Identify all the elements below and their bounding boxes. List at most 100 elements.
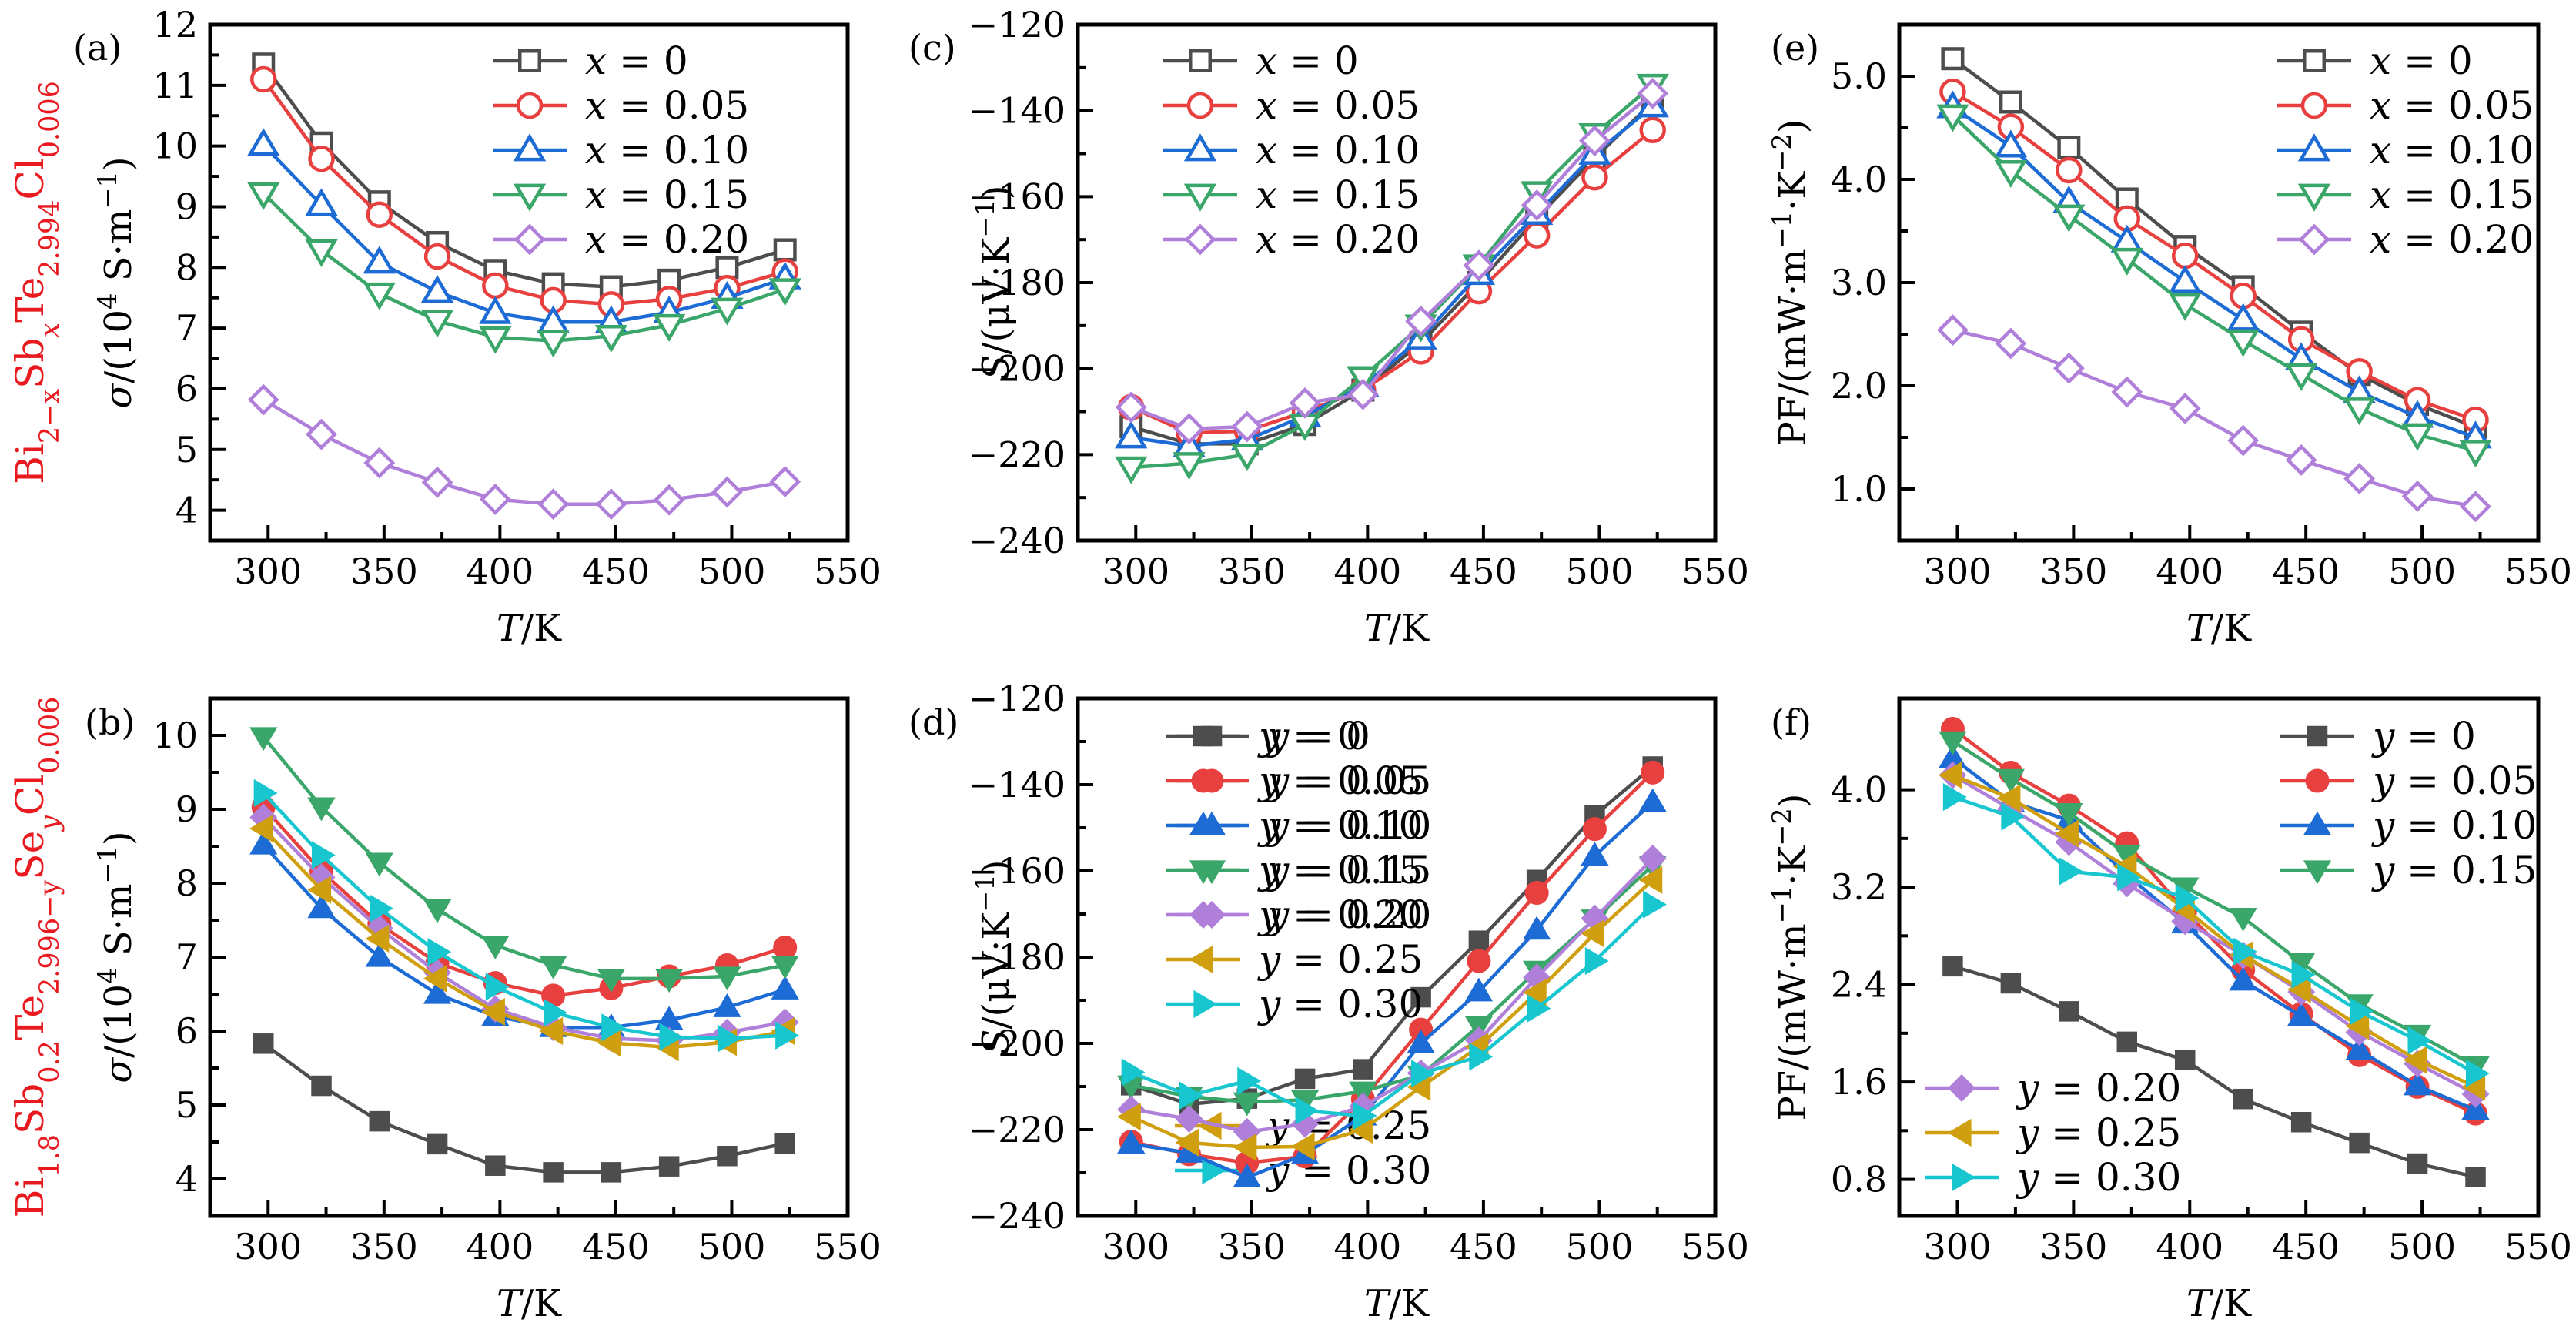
legend-entry: x = 0: [493, 39, 688, 83]
legend-marker: [1193, 989, 1218, 1019]
series-y-0: [1942, 956, 2486, 1187]
label-segment: /K: [521, 607, 562, 650]
data-point: [485, 973, 510, 1001]
x-tick-label: 450: [582, 1226, 650, 1267]
legend-var: y: [1266, 758, 1290, 803]
label-segment: x: [35, 323, 65, 338]
legend-value: 0.10: [664, 128, 749, 172]
data-point: [1579, 125, 1611, 157]
data-point: [768, 278, 801, 306]
data-point: [247, 182, 280, 210]
legend-entry: y = 0.30: [1925, 1155, 2181, 1200]
data-point: [1115, 456, 1148, 484]
panel-letter: (e): [1771, 27, 1819, 69]
data-point: [1995, 327, 2027, 360]
series-y-0.15: [249, 727, 799, 993]
data-point: [2343, 397, 2376, 426]
label-segment: T: [1364, 1282, 1391, 1325]
y-tick-label: −160: [969, 850, 1066, 892]
data-point: [2459, 440, 2492, 468]
series-line: [1130, 771, 1654, 1165]
panel-letter: (c): [908, 27, 956, 69]
legend-label: y = 0.15: [1266, 848, 1431, 892]
legend-equals: =: [2391, 83, 2448, 128]
legend-equals: =: [2391, 172, 2448, 217]
legend-marker: [1189, 901, 1217, 929]
data-point: [307, 876, 332, 904]
series-y-0: [253, 1033, 795, 1183]
legend-var: y: [2016, 1066, 2039, 1110]
legend-var: y: [1257, 892, 1281, 937]
y-tick-label: −120: [969, 678, 1066, 719]
legend-var: x: [2370, 172, 2391, 217]
data-point: [711, 297, 744, 326]
legend-value: 0.10: [1337, 803, 1423, 848]
legend-equals: =: [2039, 1110, 2096, 1155]
label-segment: σ: [97, 1057, 140, 1083]
legend-equals: =: [2394, 758, 2451, 803]
series-line: [1130, 105, 1654, 448]
legend-equals: =: [2394, 714, 2451, 758]
panel-letter: (a): [73, 27, 122, 69]
legend-marker: [1189, 945, 1213, 974]
label-segment: /(10: [97, 984, 140, 1058]
data-point: [1638, 844, 1667, 872]
x-tick-label: 500: [698, 1226, 766, 1267]
data-point: [537, 488, 570, 521]
data-point: [1996, 784, 2021, 812]
y-axis-label: PF/(mW·m−1·K−2): [1767, 794, 1815, 1121]
legend-value: 0: [664, 39, 688, 83]
x-tick-label: 300: [1924, 1226, 1992, 1267]
data-point: [1464, 977, 1494, 1002]
data-point: [1939, 731, 1967, 755]
panel-letter: (d): [908, 702, 958, 743]
plot-frame: [1897, 696, 2541, 1218]
y-tick-label: 2.4: [1831, 964, 1887, 1006]
data-point: [2052, 352, 2085, 384]
legend-value: 0.25: [2096, 1110, 2181, 1155]
data-point: [1347, 378, 1379, 410]
legend-value: 0: [2448, 39, 2473, 83]
legend-equals: =: [1289, 848, 1346, 892]
legend-var: y: [1266, 1148, 1290, 1193]
series-line: [1952, 739, 2477, 1068]
y-tick-label: 5.0: [1831, 55, 1887, 97]
legend-label: y = 0.05: [2371, 758, 2537, 803]
label-segment: 0.2: [35, 1040, 65, 1083]
y-tick-label: 6: [176, 1010, 198, 1052]
legend-equals: =: [1280, 937, 1337, 982]
x-tick-label: 400: [466, 1226, 534, 1267]
data-point: [1233, 1092, 1261, 1117]
legend-value: 0.10: [2448, 128, 2534, 172]
legend-entry: x = 0.05: [1163, 83, 1420, 128]
legend-entry: y = 0.05: [1166, 758, 1423, 803]
legend-entry: x = 0.20: [493, 217, 749, 262]
panel-c: (c) 300 350 400 450 500 550 −240 −220 −200 −180 −16…: [908, 4, 1749, 650]
legend-equals: =: [1289, 714, 1346, 758]
label-segment: σ: [97, 383, 140, 409]
legend-label: y = 0: [2371, 714, 2476, 758]
legend-var: y: [1266, 803, 1290, 848]
y-axis-label: S/(μV·K−1): [970, 860, 1019, 1055]
y-tick-label: −140: [969, 764, 1066, 805]
label-segment: 4: [92, 293, 122, 310]
data-point: [1117, 1103, 1141, 1131]
label-segment: PF/(mW·m: [1771, 923, 1815, 1120]
legend-var: x: [2370, 128, 2391, 172]
legend-label: y = 0.05: [1257, 758, 1423, 803]
data-point: [423, 243, 451, 270]
legend-var: y: [2371, 758, 2395, 803]
legend-var: x: [2370, 39, 2391, 83]
series-x-0.20: [247, 383, 801, 521]
data-point: [1121, 1058, 1146, 1087]
data-point: [1175, 1128, 1199, 1157]
data-point: [2233, 937, 2257, 966]
data-point: [1289, 387, 1321, 419]
data-point: [597, 969, 626, 993]
legend-value: 0: [1334, 39, 1359, 83]
x-tick-label: 400: [2156, 551, 2223, 592]
legend-marker: [513, 133, 547, 162]
x-tick-label: 300: [1102, 551, 1169, 592]
series-line: [1130, 903, 1654, 1118]
series-x-0.15: [247, 182, 801, 358]
